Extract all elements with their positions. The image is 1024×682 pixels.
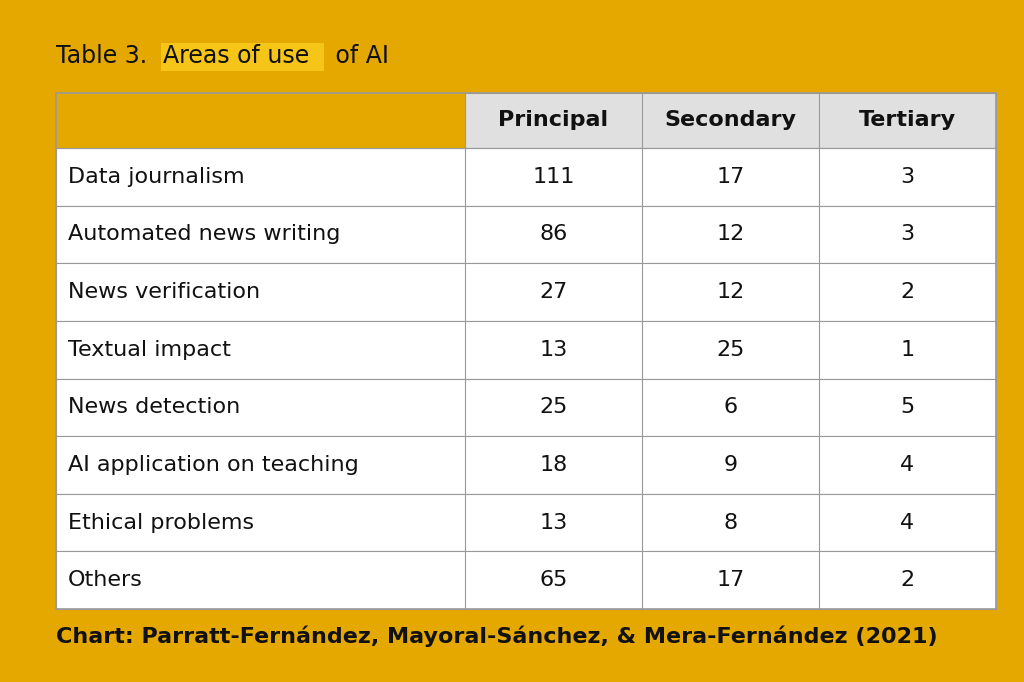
Bar — [56, 206, 996, 263]
Text: 6: 6 — [723, 398, 737, 417]
Text: 18: 18 — [540, 455, 567, 475]
Text: Others: Others — [68, 570, 143, 590]
Bar — [465, 93, 996, 148]
Text: News verification: News verification — [68, 282, 260, 302]
Text: Areas of use: Areas of use — [163, 44, 309, 68]
Bar — [56, 551, 996, 609]
Text: 4: 4 — [900, 513, 914, 533]
Text: 4: 4 — [900, 455, 914, 475]
Text: Automated news writing: Automated news writing — [68, 224, 340, 244]
Text: 25: 25 — [716, 340, 744, 359]
Text: 2: 2 — [900, 570, 914, 590]
Text: AI application on teaching: AI application on teaching — [68, 455, 358, 475]
Text: 8: 8 — [723, 513, 737, 533]
Text: 111: 111 — [532, 167, 574, 187]
Text: 27: 27 — [540, 282, 567, 302]
Text: 12: 12 — [717, 224, 744, 244]
Text: Secondary: Secondary — [665, 110, 797, 130]
Text: 13: 13 — [540, 513, 567, 533]
Text: 1: 1 — [900, 340, 914, 359]
Text: 9: 9 — [723, 455, 737, 475]
Text: 12: 12 — [717, 282, 744, 302]
Text: 13: 13 — [540, 340, 567, 359]
Text: 25: 25 — [540, 398, 567, 417]
Text: 5: 5 — [900, 398, 914, 417]
Text: 3: 3 — [900, 224, 914, 244]
Text: 2: 2 — [900, 282, 914, 302]
Text: Data journalism: Data journalism — [68, 167, 245, 187]
Bar — [56, 436, 996, 494]
Text: Chart: Parratt-Fernández, Mayoral-Sánchez, & Mera-Fernández (2021): Chart: Parratt-Fernández, Mayoral-Sánche… — [56, 625, 938, 647]
Text: 86: 86 — [540, 224, 567, 244]
Text: Textual impact: Textual impact — [68, 340, 230, 359]
Text: 17: 17 — [717, 570, 744, 590]
Text: Principal: Principal — [499, 110, 608, 130]
Bar — [56, 148, 996, 206]
Bar — [161, 43, 324, 71]
Text: 65: 65 — [540, 570, 567, 590]
Text: Ethical problems: Ethical problems — [68, 513, 254, 533]
Bar — [56, 93, 996, 609]
Text: News detection: News detection — [68, 398, 241, 417]
Bar — [56, 263, 996, 321]
Text: 3: 3 — [900, 167, 914, 187]
Text: Tertiary: Tertiary — [859, 110, 956, 130]
Text: Table 3.: Table 3. — [56, 44, 155, 68]
Bar — [56, 379, 996, 436]
Text: 17: 17 — [717, 167, 744, 187]
Text: of AI: of AI — [328, 44, 389, 68]
Bar — [56, 494, 996, 551]
Bar — [56, 321, 996, 379]
